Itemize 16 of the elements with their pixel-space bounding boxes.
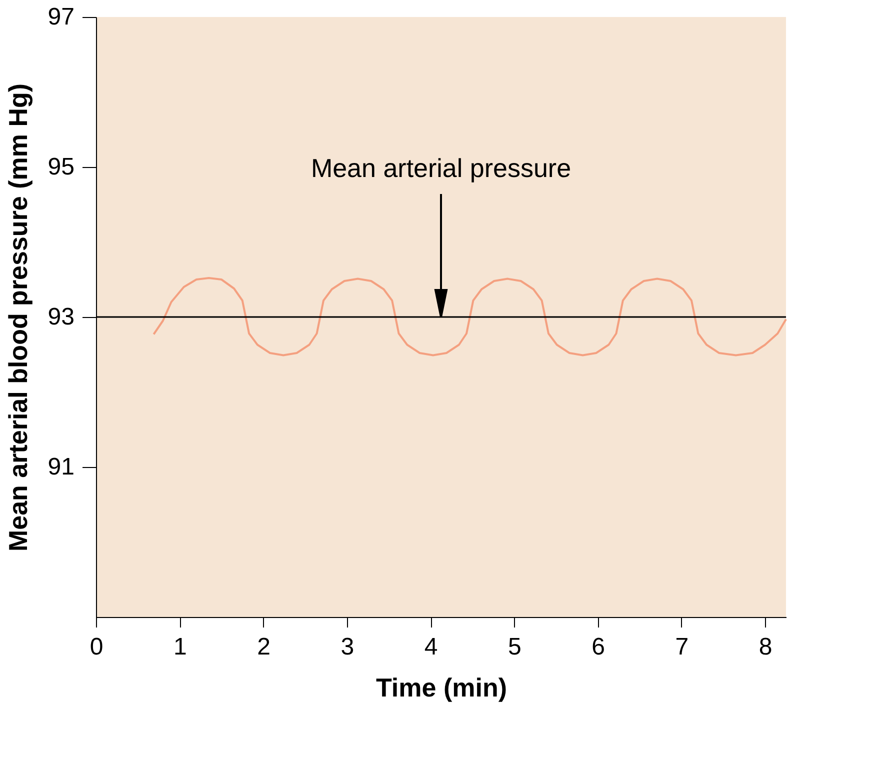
x-tick-label: 4 <box>424 634 438 660</box>
x-tick-label: 0 <box>90 634 104 660</box>
annotation: Mean arterial pressure <box>310 153 572 183</box>
x-tick-label: 8 <box>758 634 772 660</box>
x-tick-label: 7 <box>675 634 689 660</box>
y-axis-title: Mean arterial blood pressure (mm Hg) <box>2 83 33 552</box>
x-tick-label: 3 <box>340 634 354 660</box>
y-tick-label: 91 <box>48 454 74 480</box>
x-tick-label: 1 <box>173 634 187 660</box>
x-tick-label: 2 <box>257 634 270 660</box>
y-tick-label: 93 <box>48 304 74 330</box>
x-tick-label: 5 <box>508 634 522 660</box>
y-tick-label: 97 <box>48 4 74 30</box>
y-tick-label: 95 <box>48 154 74 180</box>
x-axis-title: Time (min) <box>376 672 507 702</box>
x-tick-label: 6 <box>592 634 605 660</box>
